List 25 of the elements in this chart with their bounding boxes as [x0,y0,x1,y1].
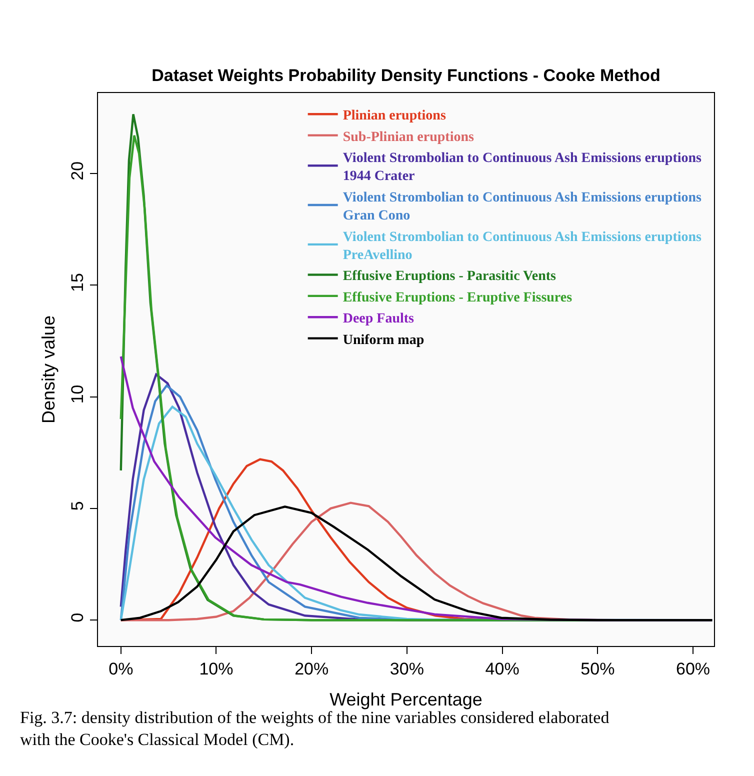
legend-label: Sub-Plinian eruptions [342,130,474,145]
x-tick-label: 50% [580,660,615,678]
legend-label: Effusive Eruptions - Parasitic Vents [342,269,557,284]
x-tick-label: 30% [390,660,424,678]
x-tick-label: 0% [108,660,134,678]
x-tick-label: 10% [199,660,234,678]
x-tick-label: 20% [294,660,329,678]
legend-label: Uniform map [342,332,424,348]
legend-label: Violent Strombolian to Continuous Ash Emissions eruptions Gran Cono [342,190,702,224]
y-axis-title: Density value [38,315,58,424]
y-tick-label: 15 [68,273,88,292]
x-tick-label: 60% [676,660,710,678]
legend-label: Plinian eruptions [342,108,446,124]
caption: Fig. 3.7: density distribution of the weights of the nine variables considered elaborated with the Cooke's Classical Model (CM). [20,708,610,750]
x-tick-label: 40% [485,660,520,678]
y-tick-label: 5 [68,501,88,511]
y-tick-label: 20 [68,161,88,180]
y-tick-label: 10 [68,384,88,404]
y-tick-label: 0 [68,612,88,622]
legend-label: Violent Strombolian to Continuous Ash Emissions eruptions 1944 Crater [342,150,702,184]
legend-label: Deep Faults [342,312,415,327]
legend-label: Violent Strombolian to Continuous Ash Emissions eruptions PreAvellino [342,230,702,263]
x-axis-title: Weight Percentage [330,690,482,710]
chart-title: Dataset Weights Probability Density Functions - Cooke Method [152,66,660,85]
legend-label: Effusive Eruptions - Eruptive Fissures [342,290,573,306]
